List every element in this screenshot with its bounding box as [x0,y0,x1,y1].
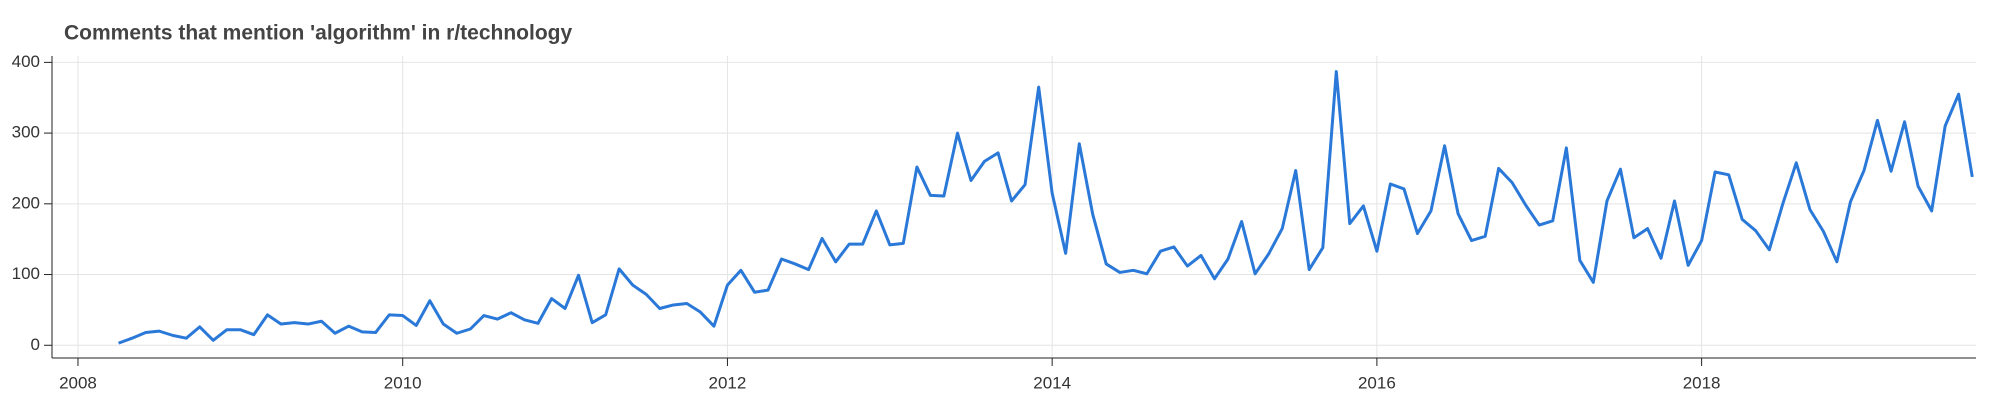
x-tick-label: 2014 [1033,373,1071,392]
chart-title: Comments that mention 'algorithm' in r/t… [64,22,572,45]
y-tick-label: 200 [12,193,40,212]
data-line [118,70,1974,345]
y-tick-label: 100 [12,264,40,283]
y-tick-label: 0 [31,335,40,354]
x-tick-label: 2008 [59,373,97,392]
x-tick-label: 2012 [709,373,747,392]
x-tick-label: 2010 [384,373,422,392]
y-tick-label: 400 [12,52,40,71]
x-tick-label: 2016 [1358,373,1396,392]
x-tick-label: 2018 [1683,373,1721,392]
y-tick-label: 300 [12,123,40,142]
